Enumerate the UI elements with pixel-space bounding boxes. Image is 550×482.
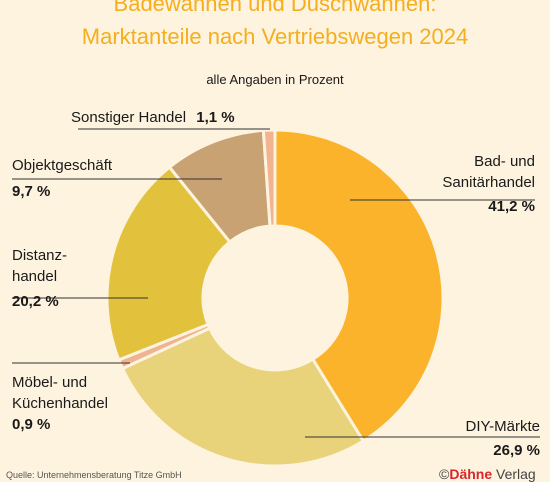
slice-value-diy: 26,9 % [493, 442, 540, 459]
donut-slice-5 [261, 128, 277, 228]
slice-label-sonstiger: Sonstiger Handel 1,1 % [71, 109, 235, 126]
slice-label-diy: DIY-Märkte 26,9 % [400, 416, 540, 461]
chart-subtitle: alle Angaben in Prozent [206, 72, 344, 87]
slice-value-distanz: 20,2 % [12, 293, 59, 310]
chart-title-line2: Marktanteile nach Vertriebswegen 2024 [81, 24, 469, 49]
publisher-logo: ©Dähne Verlag [439, 466, 536, 482]
slice-value-objekt: 9,7 % [12, 183, 51, 200]
slice-label-distanz: Distanz- handel 20,2 % [12, 247, 68, 310]
slice-label-bad: Bad- und Sanitärhandel 41,2 % [413, 151, 535, 217]
source-note: Quelle: Unternehmensberatung Titze GmbH [6, 470, 182, 480]
publisher-brand: Dähne [449, 466, 493, 482]
donut-slice-3 [105, 165, 232, 362]
chart-title-line1: Badewannen und Duschwannen: [113, 0, 437, 16]
slice-value-moebel: 0,9 % [12, 416, 51, 433]
slice-value-sonstiger: 1,1 % [196, 109, 235, 126]
donut-slice-1 [120, 326, 366, 468]
slice-label-objekt: Objektgeschäft 9,7 % [12, 157, 113, 200]
slice-value-bad: 41,2 % [488, 198, 535, 215]
slice-label-moebel: Möbel- und Küchenhandel 0,9 % [12, 374, 108, 433]
